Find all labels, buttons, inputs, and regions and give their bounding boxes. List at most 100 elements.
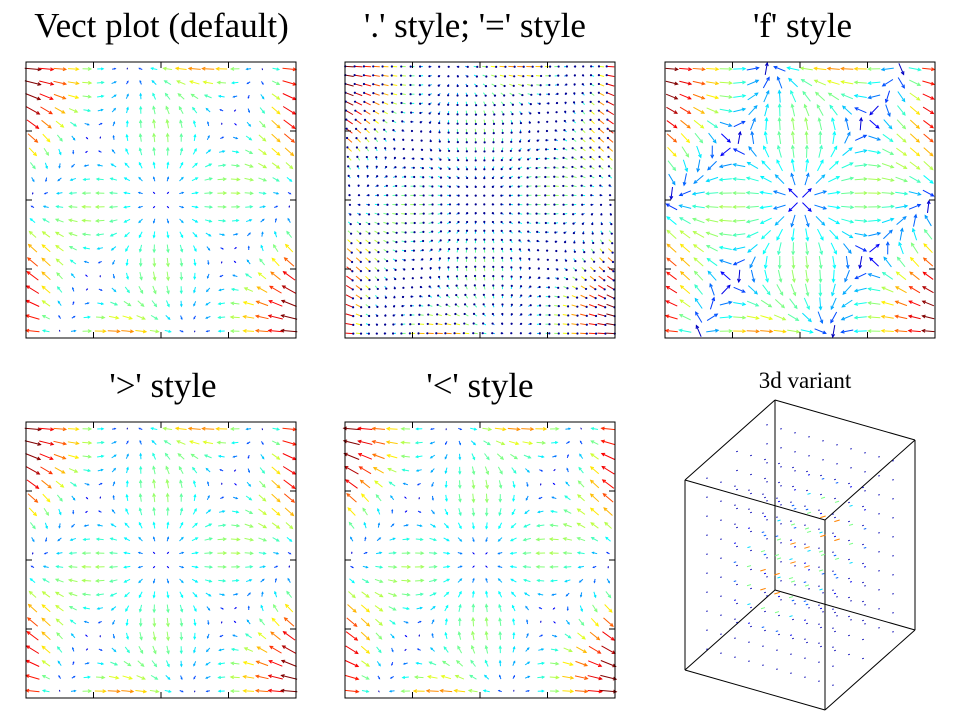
vector-mark <box>921 314 935 320</box>
vector-mark <box>360 617 371 627</box>
vector-mark <box>428 551 438 555</box>
vector-mark <box>483 156 486 162</box>
vector-mark <box>123 565 131 569</box>
vector-mark <box>519 285 523 289</box>
vector-mark <box>384 175 388 179</box>
vector-mark <box>256 646 268 653</box>
vector-mark <box>97 620 102 624</box>
vector-mark <box>280 314 298 320</box>
vector-mark <box>98 288 103 291</box>
vector-mark <box>462 332 470 335</box>
vector-mark <box>482 83 488 88</box>
vector-mark <box>511 604 516 612</box>
vector-mark <box>58 508 62 516</box>
vector-mark <box>501 284 504 290</box>
vector-mark <box>555 277 559 280</box>
vector-mark <box>392 184 398 188</box>
vector-mark <box>522 565 532 569</box>
vector-mark <box>790 158 795 172</box>
vector-mark <box>165 675 171 681</box>
vector-mark <box>804 130 809 144</box>
vector-mark <box>549 523 559 528</box>
vector-mark <box>71 675 76 679</box>
vector-mark <box>525 495 529 501</box>
vector-mark <box>350 565 354 569</box>
vector-mark <box>456 256 459 262</box>
vector-mark <box>705 191 719 196</box>
vector-mark <box>139 105 143 114</box>
vector-mark <box>519 313 523 317</box>
vector-mark <box>828 160 839 171</box>
vector-mark <box>908 286 921 294</box>
vector-mark <box>512 631 516 639</box>
vector-mark <box>456 65 460 68</box>
vector-mark <box>85 288 89 291</box>
vector-mark <box>41 300 51 307</box>
vector-mark <box>562 184 568 188</box>
vector-mark <box>804 144 809 158</box>
vector-mark <box>733 286 746 293</box>
vector-mark <box>410 203 416 206</box>
vector-mark <box>498 494 503 503</box>
vector-mark <box>410 231 416 234</box>
vector-mark <box>371 426 386 431</box>
vector-mark <box>71 163 76 168</box>
vector-mark <box>528 111 532 115</box>
vector-mark <box>152 257 157 268</box>
vector-mark <box>55 244 64 252</box>
vector-mark <box>719 108 733 113</box>
vector-mark <box>705 218 719 223</box>
vector-mark <box>274 577 277 583</box>
vector-mark <box>821 477 825 480</box>
vector-mark <box>166 271 170 282</box>
vector-mark <box>41 645 51 654</box>
vector-mark <box>174 66 187 71</box>
vector-mark <box>53 80 68 86</box>
vector-mark <box>402 662 408 665</box>
vector-mark <box>483 175 486 180</box>
vector-mark <box>590 537 599 542</box>
vector-mark <box>553 194 559 197</box>
vector-mark <box>524 509 530 515</box>
vector-mark <box>95 232 104 237</box>
vector-mark <box>205 467 211 473</box>
vector-mark <box>71 646 75 652</box>
vector-mark <box>805 256 810 270</box>
vector-mark <box>207 620 210 626</box>
vector-mark <box>204 565 214 569</box>
vector-mark <box>256 286 268 293</box>
vector-mark <box>415 469 422 472</box>
vector-mark <box>821 572 825 575</box>
vector-mark <box>881 79 894 87</box>
vector-mark <box>393 286 396 290</box>
vector-mark <box>465 110 468 116</box>
vector-mark <box>444 494 448 503</box>
vector-mark <box>347 221 352 226</box>
vector-mark <box>908 300 921 307</box>
vector-mark <box>39 67 55 72</box>
vector-mark <box>192 148 197 155</box>
vector-mark <box>597 100 605 106</box>
vector-mark <box>576 537 586 542</box>
vector-mark <box>499 74 507 78</box>
vector-mark <box>98 150 102 153</box>
vector-mark <box>599 239 604 245</box>
vector-mark <box>189 440 200 445</box>
vector-mark <box>82 454 92 459</box>
vector-mark <box>24 67 42 72</box>
vector-mark <box>909 161 921 170</box>
vector-mark <box>545 332 551 335</box>
vector-mark <box>166 244 170 254</box>
vector-mark <box>138 147 143 156</box>
vector-mark <box>548 537 559 542</box>
panel-title-default: Vect plot (default) <box>34 6 289 45</box>
vector-mark <box>189 80 200 85</box>
vector-mark <box>179 132 184 142</box>
vector-mark <box>24 440 42 446</box>
vector-mark <box>111 454 117 459</box>
vector-mark <box>913 213 918 227</box>
vector-mark <box>510 266 513 271</box>
vector-mark <box>764 269 769 283</box>
vector-mark <box>166 536 170 542</box>
vector-mark <box>94 564 105 569</box>
